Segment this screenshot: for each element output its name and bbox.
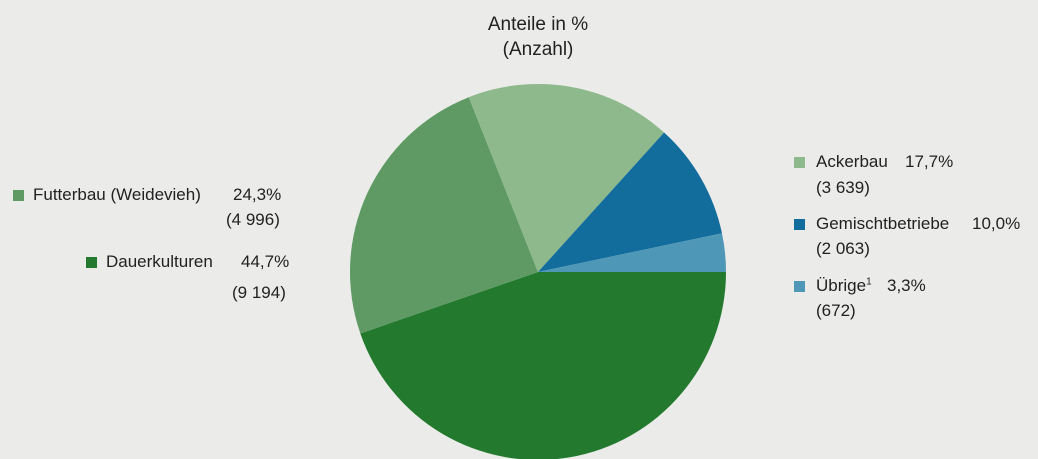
legend-count-gemischtbetriebe: (2 063) [816,239,870,258]
legend-label-ackerbau: Ackerbau [816,152,888,171]
legend-swatch-gemischtbetriebe [794,219,805,230]
legend-name-uebrige: Übrige [816,276,867,295]
pie-slice-gemischtbetriebe [538,132,722,272]
legend-count-dauerkulturen: (9 194) [232,283,286,302]
legend-label-uebrige: Übrige1 [816,275,872,297]
legend-percent-gemischtbetriebe: 10,0% [972,214,1021,233]
legend-label-futterbau: Futterbau (Weidevieh) [33,185,201,204]
pie-slice-futterbau [350,97,538,334]
legend-swatch-futterbau [13,190,24,201]
legend-swatch-dauerkulturen [86,257,97,268]
pie-slice-dauerkulturen [360,272,726,459]
legend-label-dauerkulturen: Dauerkulturen [106,252,213,271]
legend-percent-ackerbau: 17,7% [905,152,954,171]
pie-slice-ackerbau [468,83,665,272]
legend-swatch-uebrige [794,281,805,292]
pie-slice-uebrige [538,233,726,272]
legend-percent-uebrige: 3,3% [887,276,926,295]
legend-percent-dauerkulturen: 44,7% [241,252,290,271]
title-line-2: (Anzahl) [502,39,574,60]
chart-title: Anteile in % (Anzahl) [438,12,638,62]
title-line-1: Anteile in % [487,14,589,35]
legend-label-gemischtbetriebe: Gemischtbetriebe [816,214,950,233]
legend-footnote-uebrige: 1 [866,276,872,288]
legend-percent-futterbau: 24,3% [233,185,282,204]
legend-count-futterbau: (4 996) [226,210,280,229]
legend-swatch-ackerbau [794,157,805,168]
legend-count-uebrige: (672) [816,301,856,320]
legend-count-ackerbau: (3 639) [816,178,870,197]
